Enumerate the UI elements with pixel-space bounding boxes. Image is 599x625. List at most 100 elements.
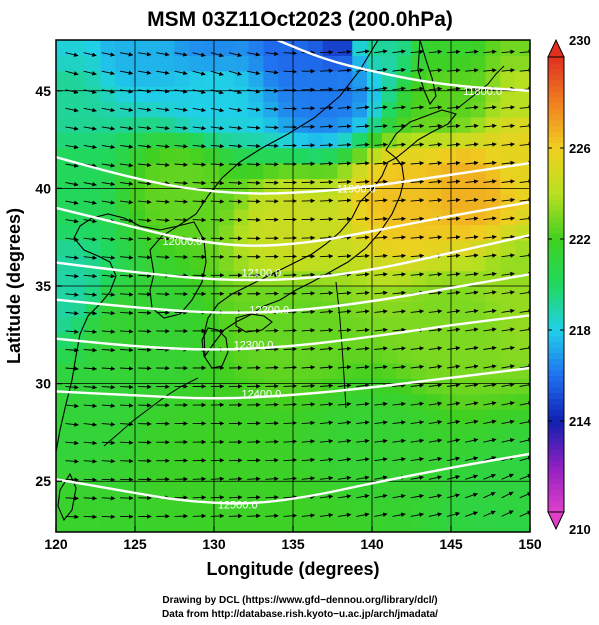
heatmap-cell: [204, 55, 220, 72]
wind-vector: [428, 493, 443, 499]
heatmap-cell: [470, 116, 487, 133]
wind-vector: [483, 419, 497, 425]
wind-vector: [247, 162, 261, 167]
heatmap-cell: [189, 424, 205, 441]
colorbar-segment: [548, 62, 564, 69]
colorbar-segment: [548, 352, 564, 360]
heatmap-cell: [293, 147, 309, 164]
heatmap-cell: [85, 70, 102, 87]
heatmap-cell: [485, 393, 501, 410]
heatmap-cell: [174, 147, 190, 164]
heatmap-cell: [485, 163, 501, 179]
heatmap-cell: [515, 393, 530, 410]
heatmap-cell: [130, 147, 146, 164]
wind-vector: [447, 364, 461, 369]
colorbar-segment: [548, 108, 564, 115]
wind-vector: [501, 142, 515, 147]
heatmap-cell: [56, 347, 72, 364]
heatmap-cell: [174, 239, 190, 256]
wind-vector: [392, 123, 406, 129]
wind-vector: [283, 309, 297, 315]
wind-vector: [501, 510, 514, 517]
heatmap-cell: [307, 516, 324, 532]
wind-vector: [374, 512, 388, 517]
heatmap-cell: [381, 439, 398, 456]
wind-vector: [428, 86, 443, 92]
wind-vector: [210, 52, 224, 58]
heatmap-cell: [189, 116, 205, 133]
contour-label: 12300.0: [234, 340, 274, 352]
heatmap-cell: [293, 209, 309, 226]
heatmap-cell: [470, 132, 487, 149]
wind-vector: [447, 197, 461, 203]
wind-vector: [65, 403, 79, 409]
colorbar-segment: [548, 381, 564, 388]
heatmap-cell: [381, 393, 398, 410]
x-tick-label: 120: [44, 536, 68, 552]
heatmap-cell: [100, 455, 116, 472]
wind-vector: [138, 51, 152, 57]
heatmap-cell: [70, 455, 87, 472]
wind-vector: [138, 273, 152, 279]
heatmap-cell: [337, 147, 353, 164]
heatmap-cell: [367, 316, 383, 333]
heatmap-cell: [515, 163, 530, 179]
heatmap-cell: [278, 455, 294, 472]
wind-vector: [247, 143, 261, 149]
wind-vector: [519, 179, 530, 184]
wind-vector: [319, 346, 334, 351]
wind-vector: [192, 513, 207, 519]
heatmap-cell: [455, 147, 472, 164]
heatmap-cell: [485, 286, 501, 302]
heatmap-cell: [144, 147, 161, 164]
wind-vector: [101, 347, 116, 353]
wind-vector: [465, 401, 479, 406]
heatmap-cell: [411, 439, 427, 456]
wind-vector: [392, 105, 406, 110]
heatmap-cell: [515, 286, 530, 302]
heatmap-cell: [218, 209, 235, 226]
wind-vector: [101, 384, 116, 390]
wind-vector: [483, 142, 497, 147]
heatmap-cell: [159, 255, 176, 272]
heatmap-cell: [56, 163, 72, 179]
heatmap-cell: [159, 209, 176, 226]
wind-vector: [228, 495, 243, 500]
heatmap-cell: [204, 470, 220, 487]
credit-drawing: Drawing by DCL (https://www.gfd−dennou.o…: [162, 595, 437, 606]
wind-vector: [501, 419, 515, 425]
heatmap-cell: [455, 132, 472, 149]
heatmap-cell: [130, 424, 146, 441]
heatmap-cell: [70, 55, 87, 72]
colorbar-segment: [548, 233, 564, 240]
wind-vector: [501, 382, 515, 388]
heatmap-cell: [130, 178, 146, 195]
heatmap-cell: [278, 239, 294, 256]
heatmap-cell: [352, 393, 368, 410]
heatmap-cell: [485, 147, 501, 164]
heatmap-cell: [441, 55, 457, 72]
wind-vector: [210, 143, 225, 149]
wind-vector: [446, 493, 461, 499]
wind-vector: [428, 475, 443, 480]
wind-vector: [483, 382, 497, 388]
heatmap-cell: [70, 178, 87, 195]
wind-vector: [174, 180, 188, 186]
wind-vector: [483, 456, 497, 462]
wind-vector: [101, 310, 116, 316]
wind-vector: [374, 198, 388, 203]
wind-vector: [465, 456, 479, 462]
wind-vector: [392, 86, 406, 91]
heatmap-cell: [189, 147, 205, 164]
heatmap-cell: [278, 424, 294, 441]
heatmap-cell: [56, 516, 72, 532]
heatmap-cell: [396, 116, 413, 133]
wind-vector: [501, 345, 515, 351]
wind-vector: [428, 49, 443, 55]
wind-vector: [65, 292, 79, 297]
heatmap-cell: [100, 332, 116, 349]
heatmap-cell: [144, 516, 161, 532]
heatmap-cell: [189, 70, 205, 87]
heatmap-cell: [307, 116, 324, 133]
colorbar-segment: [548, 210, 564, 217]
